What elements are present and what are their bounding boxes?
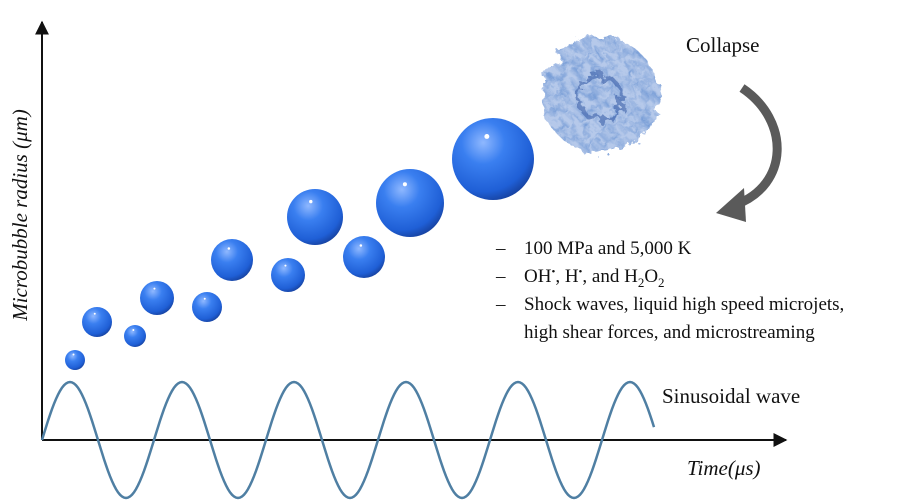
highlight (227, 247, 231, 250)
bubbles (65, 118, 534, 370)
text: , H (555, 266, 579, 287)
bubble (271, 258, 305, 292)
curved-arrow (716, 84, 782, 222)
bubble (452, 118, 534, 200)
collapsed-bubble (542, 37, 658, 153)
bubble (65, 350, 85, 370)
x-axis-label: Time(μs) (687, 456, 761, 480)
wave-label: Sinusoidal wave (662, 384, 800, 408)
bubble (192, 292, 222, 322)
highlight (153, 287, 156, 290)
sinusoidal-wave (40, 380, 656, 500)
highlight (203, 297, 206, 300)
bullet-item: Shock waves, liquid high speed microjets… (524, 294, 844, 315)
highlight (132, 328, 135, 331)
highlight (309, 199, 313, 204)
bullet-marker: – (495, 294, 506, 315)
collapse-label: Collapse (686, 33, 760, 57)
bubble (343, 236, 385, 278)
highlight (402, 182, 407, 187)
bullet-item: OH•, H•, and H2O2 (524, 266, 665, 290)
bubble (124, 325, 146, 347)
bullet-marker: – (495, 238, 506, 259)
bubble (140, 281, 174, 315)
highlight (359, 244, 363, 247)
bullet-list: – 100 MPa and 5,000 K – OH•, H•, and H2O… (495, 238, 844, 343)
highlight (72, 353, 75, 356)
superscript: • (551, 266, 555, 278)
superscript: • (579, 266, 583, 278)
bubble (376, 169, 444, 237)
bullet-marker: – (495, 266, 506, 287)
highlight (284, 264, 287, 267)
highlight (484, 133, 490, 139)
bubble (82, 307, 112, 337)
text: O (644, 266, 658, 287)
bullet-item: high shear forces, and microstreaming (524, 322, 815, 343)
subscript: 2 (638, 275, 645, 290)
text: , and H (582, 266, 638, 287)
y-axis-label: Microbubble radius (μm) (8, 109, 32, 322)
text: OH (524, 266, 552, 287)
bubble (287, 189, 343, 245)
highlight (93, 312, 96, 315)
subscript: 2 (658, 275, 665, 290)
bullet-item: 100 MPa and 5,000 K (524, 238, 692, 259)
bubble (211, 239, 253, 281)
